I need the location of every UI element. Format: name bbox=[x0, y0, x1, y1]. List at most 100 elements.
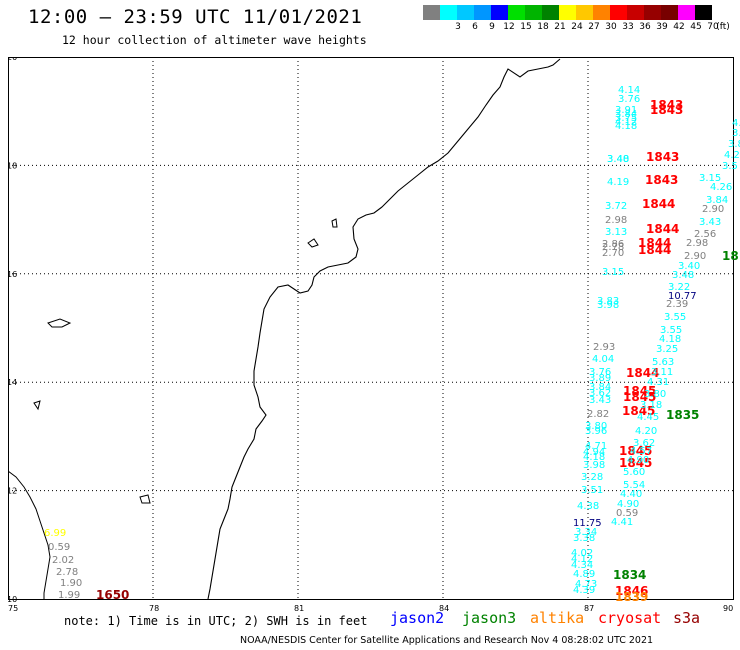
wave-height-label: 3.48 bbox=[672, 270, 694, 281]
legend-swatch bbox=[610, 5, 627, 20]
wave-height-label: 4.12 bbox=[571, 554, 593, 565]
wave-height-label: 3.48 bbox=[607, 154, 629, 165]
wave-height-label: 4.89 bbox=[573, 569, 595, 580]
wave-height-label: 3.34 bbox=[575, 527, 597, 538]
wave-height-label: 3.22 bbox=[668, 282, 690, 293]
wave-height-label: 2.02 bbox=[52, 555, 74, 566]
wave-height-label: 3.62 bbox=[633, 438, 655, 449]
wave-height-label: 3.84 bbox=[615, 109, 637, 120]
wave-height-label: 3.91 bbox=[615, 105, 637, 116]
pass-time-label: 1845 bbox=[623, 384, 656, 398]
wave-height-label: 5.63 bbox=[652, 357, 674, 368]
wave-height-label: 4.90 bbox=[627, 455, 649, 466]
legend-label: 6 bbox=[472, 22, 478, 32]
coastline-island-1 bbox=[307, 238, 319, 248]
wave-height-label: 4.31 bbox=[647, 377, 669, 388]
coastline-india bbox=[207, 58, 561, 600]
wave-height-label: 5.60 bbox=[623, 467, 645, 478]
wave-height-label: 3.84 bbox=[589, 382, 611, 393]
lon-label: 78 bbox=[149, 604, 159, 613]
legend-swatch bbox=[525, 5, 542, 20]
legend-swatch bbox=[474, 5, 491, 20]
wave-height-label: 10.77 bbox=[668, 291, 697, 302]
pass-time-label: 1845 bbox=[622, 404, 655, 418]
wave-height-label: 2.98 bbox=[686, 238, 708, 249]
satellite-cryosat: cryosat bbox=[598, 609, 662, 627]
legend-swatch bbox=[440, 5, 457, 20]
wave-height-label: 3.43 bbox=[589, 395, 611, 406]
lat-label: 10 bbox=[8, 595, 17, 604]
wave-height-label: 3.80 bbox=[644, 389, 666, 400]
wave-height-label: 3.80 bbox=[585, 421, 607, 432]
legend-unit: (ft) bbox=[716, 22, 730, 32]
wave-height-label: 2.98 bbox=[605, 215, 627, 226]
wave-height-label: 4.34 bbox=[571, 560, 593, 571]
lat-label: 14 bbox=[8, 378, 17, 387]
pass-time-label: 1844 bbox=[646, 222, 679, 236]
color-legend bbox=[423, 5, 712, 20]
wave-height-label: 2.78 bbox=[602, 242, 624, 253]
pass-time-label: 1844 bbox=[638, 236, 671, 250]
pass-time-label: 1835 bbox=[666, 408, 699, 422]
wave-height-label: 3.40 bbox=[607, 154, 629, 165]
wave-height-label: 4.90 bbox=[617, 499, 639, 510]
wave-height-label: 1.90 bbox=[60, 578, 82, 589]
wave-height-label: 3.38 bbox=[573, 533, 595, 544]
legend-label: 45 bbox=[690, 22, 702, 32]
wave-height-label: 3.55 bbox=[664, 312, 686, 323]
coastline-islet bbox=[139, 494, 151, 504]
wave-height-label: 3.43 bbox=[699, 217, 721, 228]
pass-time-label: 1844 bbox=[626, 366, 659, 380]
wave-height-label: 1.99 bbox=[58, 590, 80, 601]
legend-swatch bbox=[661, 5, 678, 20]
wave-height-label: 6.99 bbox=[44, 528, 66, 539]
wave-height-label: 3.11 bbox=[651, 367, 673, 378]
page-title: 12:00 — 23:59 UTC 11/01/2021 bbox=[28, 6, 363, 28]
legend-label: 3 bbox=[455, 22, 461, 32]
wave-height-label: 3.13 bbox=[605, 227, 627, 238]
pass-time-label: 1846 bbox=[615, 584, 648, 598]
wave-height-label: 3.76 bbox=[589, 367, 611, 378]
legend-swatch bbox=[593, 5, 610, 20]
legend-swatch bbox=[695, 5, 712, 20]
wave-height-label: 4.12 bbox=[615, 117, 637, 128]
wave-height-label: 3.89 bbox=[589, 373, 611, 384]
pass-time-label: 1845 bbox=[619, 456, 652, 470]
wave-height-label: 4.18 bbox=[583, 452, 605, 463]
pass-time-label: 1843 bbox=[645, 173, 678, 187]
wave-height-label: 4.14 bbox=[618, 85, 640, 96]
legend-swatch bbox=[627, 5, 644, 20]
legend-swatch bbox=[559, 5, 576, 20]
pass-time-label: 1844 bbox=[642, 197, 675, 211]
legend-swatch bbox=[423, 5, 440, 20]
legend-label: 24 bbox=[571, 22, 583, 32]
wave-height-label: 4.02 bbox=[571, 548, 593, 559]
lat-label: 16 bbox=[8, 270, 17, 279]
wave-height-label: 3.83 bbox=[597, 296, 619, 307]
legend-label: 18 bbox=[537, 22, 549, 32]
wave-height-label: 3.96 bbox=[585, 426, 607, 437]
lat-label: 20 bbox=[8, 57, 17, 62]
map-frame bbox=[8, 57, 734, 600]
wave-height-label: 4.18 bbox=[615, 121, 637, 132]
wave-height-label: 3.8 bbox=[728, 139, 740, 150]
legend-label: 12 bbox=[503, 22, 515, 32]
wave-height-label: 3.25 bbox=[656, 344, 678, 355]
wave-height-label: 3.98 bbox=[597, 300, 619, 311]
pass-time-label: 1839 bbox=[615, 590, 648, 604]
satellite-jason2: jason2 bbox=[390, 609, 445, 627]
wave-height-label: 4.71 bbox=[585, 441, 607, 452]
wave-height-label: 3.72 bbox=[605, 201, 627, 212]
legend-label: 39 bbox=[656, 22, 668, 32]
lat-label: 18 bbox=[8, 161, 17, 170]
lon-label: 87 bbox=[584, 604, 594, 613]
lon-label: 84 bbox=[439, 604, 449, 613]
legend-swatch bbox=[678, 5, 695, 20]
wave-height-label: 3.28 bbox=[581, 472, 603, 483]
wave-height-label: 3.75 bbox=[615, 113, 637, 124]
color-legend-labels: 3 6 9 12 15 18 21 24 27 30 33 36 39 42 45 70 (ft) bbox=[423, 22, 740, 34]
wave-height-label: 2.56 bbox=[694, 229, 716, 240]
wave-height-label: 5.54 bbox=[623, 480, 645, 491]
wave-height-label: 2.70 bbox=[602, 248, 624, 259]
